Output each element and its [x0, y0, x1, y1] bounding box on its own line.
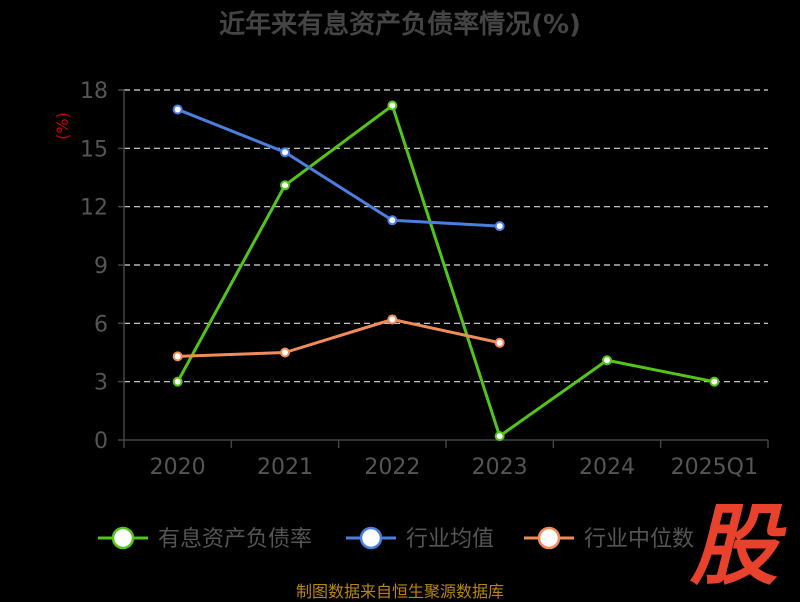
data-point[interactable] [280, 180, 290, 191]
data-point[interactable] [494, 337, 505, 348]
x-tick-labels: 2020 2021 2022 2023 2024 2025Q1 [150, 455, 758, 480]
data-point[interactable] [602, 355, 612, 366]
data-point[interactable] [494, 221, 505, 232]
series-line [176, 104, 715, 438]
y-tick-label: 6 [94, 312, 108, 337]
legend-label[interactable]: 行业中位数 [584, 527, 694, 552]
legend-label[interactable]: 有息资产负债率 [158, 527, 312, 552]
y-tick-label: 15 [80, 137, 108, 162]
x-tick-label: 2025Q1 [671, 455, 758, 480]
legend-label[interactable]: 行业均值 [406, 527, 494, 552]
legend[interactable]: 有息资产负债率 行业均值 行业中位数 [98, 526, 694, 552]
chart-title: 近年来有息资产负债率情况(%) [219, 10, 581, 40]
data-point[interactable] [387, 100, 398, 111]
brand-logo: 股 [690, 500, 790, 592]
series-lines [172, 100, 720, 442]
data-point[interactable] [280, 347, 290, 358]
x-tick-label: 2022 [364, 455, 420, 480]
data-point[interactable] [280, 147, 290, 158]
x-tick-label: 2021 [257, 455, 313, 480]
data-source-note: 制图数据来自恒生聚源数据库 [295, 582, 504, 601]
brand-logo-glyph: 股 [690, 500, 779, 592]
y-tick-label: 0 [94, 429, 108, 454]
data-point[interactable] [709, 376, 720, 387]
x-tick-label: 2020 [150, 455, 206, 480]
data-point[interactable] [172, 376, 183, 387]
y-tick-label: 3 [94, 371, 108, 396]
legend-marker [111, 526, 135, 550]
data-point[interactable] [172, 351, 183, 362]
grid-lines [124, 89, 768, 383]
data-point[interactable] [494, 431, 505, 442]
series-line [177, 317, 500, 358]
x-tick-label: 2024 [579, 455, 635, 480]
y-axis-label: (%) [53, 112, 72, 140]
y-tick-label: 9 [94, 254, 108, 279]
legend-marker [537, 526, 561, 550]
data-point[interactable] [172, 104, 183, 115]
y-tick-label: 18 [80, 79, 108, 104]
y-tick-labels: 0 3 6 9 12 15 18 [80, 79, 108, 454]
data-point[interactable] [387, 314, 398, 325]
series-line [177, 108, 500, 228]
y-tick-label: 12 [80, 196, 108, 221]
x-tick-label: 2023 [472, 455, 528, 480]
legend-marker [359, 526, 383, 550]
axes [118, 89, 769, 448]
data-point[interactable] [387, 215, 398, 226]
